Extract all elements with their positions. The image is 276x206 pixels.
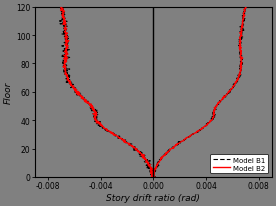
Y-axis label: Floor: Floor: [4, 81, 13, 103]
Legend: Model B1, Model B2: Model B1, Model B2: [210, 154, 268, 174]
X-axis label: Story drift ratio (rad): Story drift ratio (rad): [106, 193, 200, 202]
